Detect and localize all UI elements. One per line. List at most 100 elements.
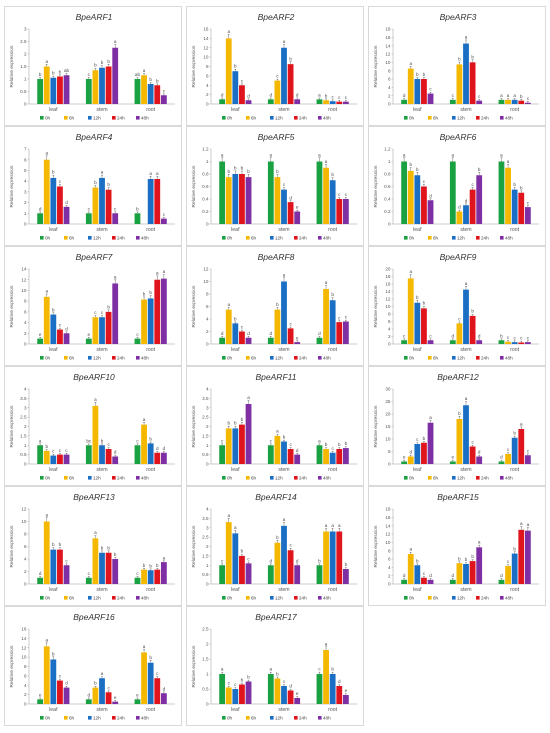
significance-letter: d bbox=[409, 450, 412, 455]
significance-letter: d bbox=[65, 326, 68, 331]
legend-swatch-48h bbox=[500, 116, 504, 120]
significance-letter: c bbox=[228, 681, 231, 686]
y-tick-label: 12 bbox=[203, 45, 209, 50]
y-tick-label: 0 bbox=[388, 582, 391, 587]
bar-leaf-24h bbox=[239, 555, 245, 584]
significance-letter: c bbox=[88, 571, 91, 576]
bar-stem-12h bbox=[281, 189, 287, 224]
bar-root-0h bbox=[134, 445, 141, 464]
chart-panel-bpearf12: BpeARF12 Relative expression 0 5 10 15 20 25 30 e… bbox=[368, 366, 546, 486]
bar-root-24h bbox=[518, 429, 525, 464]
bar-stem-0h bbox=[449, 161, 456, 224]
significance-letter: a bbox=[465, 34, 468, 39]
y-tick-label: 12 bbox=[21, 277, 27, 282]
bar-root-12h bbox=[511, 437, 518, 464]
bar-root-48h bbox=[342, 321, 349, 344]
bar-leaf-12h bbox=[232, 323, 239, 344]
significance-letter: b bbox=[101, 438, 104, 443]
significance-letter: c bbox=[114, 206, 117, 211]
significance-letter: b bbox=[283, 435, 286, 440]
x-category-label: leaf bbox=[49, 707, 58, 713]
x-category-label: root bbox=[146, 227, 155, 233]
y-axis-label: Relative expression bbox=[9, 285, 15, 327]
legend-swatch-24h bbox=[294, 356, 298, 360]
legend-swatch-12h bbox=[452, 236, 456, 240]
y-tick-label: 14 bbox=[385, 43, 391, 48]
x-category-label: root bbox=[328, 707, 337, 713]
significance-letter: d bbox=[114, 450, 117, 455]
significance-letter: c bbox=[247, 557, 250, 562]
y-tick-label: 6 bbox=[388, 77, 391, 82]
significance-letter: a bbox=[318, 438, 321, 443]
significance-letter: b bbox=[247, 675, 250, 680]
bar-stem-48h bbox=[476, 456, 483, 464]
legend-swatch-24h bbox=[476, 596, 480, 600]
bar-stem-0h bbox=[85, 213, 92, 224]
significance-letter: b bbox=[423, 72, 426, 77]
significance-letter: c bbox=[345, 315, 348, 320]
significance-letter: c bbox=[345, 192, 348, 197]
significance-letter: c bbox=[527, 200, 530, 205]
bar-stem-48h bbox=[112, 213, 119, 224]
y-tick-label: 10 bbox=[385, 437, 391, 442]
chart-title: BpeARF6 bbox=[440, 132, 477, 142]
chart-title: BpeARF4 bbox=[76, 132, 113, 142]
y-tick-label: 14 bbox=[385, 289, 391, 294]
bar-root-12h bbox=[147, 570, 154, 584]
x-category-label: leaf bbox=[231, 467, 240, 473]
bar-stem-24h bbox=[287, 550, 294, 584]
legend-swatch-6h bbox=[64, 116, 68, 120]
x-category-label: stem bbox=[96, 107, 107, 113]
x-category-label: leaf bbox=[49, 587, 58, 593]
bar-leaf-24h bbox=[421, 186, 427, 224]
legend-swatch-6h bbox=[428, 236, 432, 240]
significance-letter: c bbox=[59, 448, 62, 453]
legend-swatch-48h bbox=[318, 236, 322, 240]
significance-letter: a bbox=[156, 171, 159, 176]
chart-svg: BpeARF7 Relative expression 0 2 4 6 8 10 12 14 e a b… bbox=[9, 252, 175, 360]
significance-letter: e bbox=[39, 332, 42, 337]
bar-stem-48h bbox=[112, 559, 119, 584]
bar-root-48h bbox=[524, 455, 531, 464]
legend-swatch-48h bbox=[136, 236, 140, 240]
y-tick-label: 16 bbox=[385, 282, 391, 287]
legend-swatch-24h bbox=[112, 476, 116, 480]
x-category-label: root bbox=[328, 347, 337, 353]
significance-letter: b bbox=[325, 93, 328, 98]
chart-panel-bpearf10: BpeARF10 Relative expression 0 0.5 1 1.5 2 2.5 3… bbox=[4, 366, 182, 486]
y-tick-label: 6 bbox=[388, 557, 391, 562]
significance-letter: d bbox=[65, 200, 68, 205]
y-axis-label: Relative expression bbox=[373, 45, 379, 87]
y-tick-label: 1 bbox=[206, 443, 209, 448]
x-category-label: stem bbox=[96, 587, 107, 593]
bar-root-12h bbox=[511, 189, 518, 224]
legend-swatch-0h bbox=[40, 236, 44, 240]
y-tick-label: 14 bbox=[21, 267, 27, 272]
legend-label: 0h bbox=[409, 355, 415, 360]
x-category-label: stem bbox=[96, 467, 107, 473]
significance-letter: d bbox=[39, 206, 42, 211]
x-category-label: stem bbox=[278, 467, 289, 473]
legend-swatch-24h bbox=[112, 236, 116, 240]
bar-root-12h bbox=[147, 298, 154, 344]
legend-label: 6h bbox=[69, 235, 75, 240]
bar-leaf-12h bbox=[50, 77, 57, 104]
significance-letter: c bbox=[270, 438, 273, 443]
legend-label: 24h bbox=[117, 355, 125, 360]
bar-root-24h bbox=[154, 279, 161, 344]
significance-letter: b bbox=[59, 69, 62, 74]
legend-swatch-48h bbox=[136, 716, 140, 720]
bar-leaf-24h bbox=[57, 680, 63, 704]
legend-swatch-6h bbox=[246, 116, 250, 120]
y-tick-label: 8 bbox=[388, 312, 391, 317]
significance-letter: c bbox=[318, 667, 321, 672]
significance-letter: c bbox=[65, 448, 68, 453]
significance-letter: d bbox=[289, 195, 292, 200]
bar-root-48h bbox=[342, 569, 349, 584]
legend-label: 24h bbox=[117, 715, 125, 720]
bar-root-0h bbox=[134, 338, 141, 344]
significance-letter: c bbox=[241, 325, 244, 330]
significance-letter: d bbox=[429, 193, 432, 198]
legend-swatch-24h bbox=[112, 116, 116, 120]
